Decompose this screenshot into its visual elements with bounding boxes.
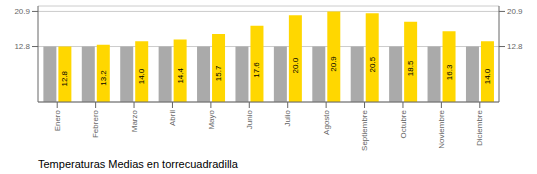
svg-text:Agosto: Agosto: [322, 109, 331, 134]
svg-text:20.9: 20.9: [14, 7, 30, 16]
svg-text:20.0: 20.0: [291, 57, 300, 73]
svg-text:14.4: 14.4: [176, 67, 185, 83]
svg-text:20.9: 20.9: [329, 56, 338, 72]
svg-text:Febrero: Febrero: [91, 109, 100, 138]
svg-text:12.8: 12.8: [60, 70, 69, 86]
svg-text:20.9: 20.9: [507, 7, 523, 16]
svg-text:Junio: Junio: [245, 109, 254, 129]
svg-text:16.3: 16.3: [445, 64, 454, 80]
svg-text:18.5: 18.5: [406, 60, 415, 76]
svg-text:17.6: 17.6: [252, 62, 261, 78]
svg-text:14.0: 14.0: [483, 68, 492, 84]
svg-text:20.5: 20.5: [368, 56, 377, 72]
svg-text:Enero: Enero: [53, 109, 62, 131]
svg-text:Abril: Abril: [168, 110, 177, 126]
svg-text:Julio: Julio: [283, 109, 292, 126]
svg-text:Marzo: Marzo: [130, 109, 139, 132]
svg-text:Mayo: Mayo: [207, 109, 216, 129]
svg-text:12.8: 12.8: [507, 42, 523, 51]
svg-text:13.2: 13.2: [99, 70, 108, 86]
svg-text:12.8: 12.8: [14, 42, 30, 51]
svg-text:15.7: 15.7: [214, 65, 223, 81]
svg-text:14.0: 14.0: [137, 68, 146, 84]
svg-text:Septiembre: Septiembre: [360, 109, 369, 150]
svg-text:Noviembre: Noviembre: [437, 109, 446, 148]
svg-text:Diciembre: Diciembre: [475, 109, 484, 146]
svg-text:Octubre: Octubre: [399, 109, 408, 138]
html-text:Temperaturas Medias en torrecu: Temperaturas Medias en torrecuadradilla: [38, 158, 238, 170]
